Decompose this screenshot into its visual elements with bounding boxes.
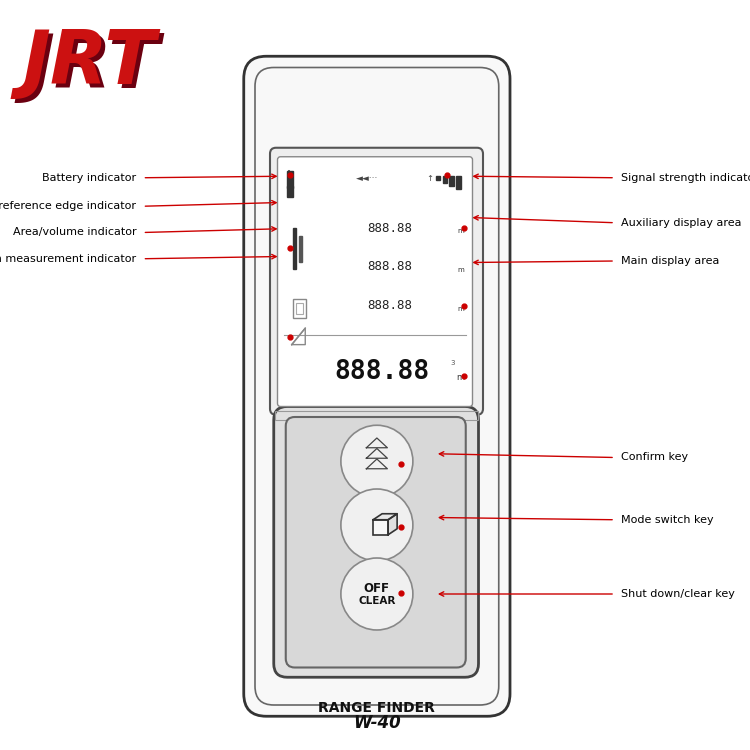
Text: W-40: W-40 bbox=[353, 714, 401, 732]
Text: 888.88: 888.88 bbox=[334, 358, 430, 385]
Text: 888.88: 888.88 bbox=[368, 299, 413, 313]
Text: RANGE FINDER: RANGE FINDER bbox=[319, 701, 435, 715]
Text: Shut down/clear key: Shut down/clear key bbox=[621, 589, 735, 599]
Text: Auxiliary display area: Auxiliary display area bbox=[621, 217, 742, 228]
Text: 3: 3 bbox=[451, 360, 455, 366]
Text: m: m bbox=[457, 374, 464, 382]
Text: m: m bbox=[457, 306, 464, 312]
Bar bbox=[436, 176, 440, 180]
Text: •: • bbox=[287, 170, 292, 176]
Bar bbox=[275, 411, 478, 420]
Text: CLEAR: CLEAR bbox=[358, 596, 395, 607]
Bar bbox=[298, 236, 302, 262]
Bar bbox=[373, 520, 388, 535]
Polygon shape bbox=[388, 514, 398, 535]
Text: Area/volume indicator: Area/volume indicator bbox=[13, 227, 136, 238]
Polygon shape bbox=[373, 514, 398, 520]
Text: Measurement reference edge indicator: Measurement reference edge indicator bbox=[0, 201, 136, 211]
Bar bbox=[292, 299, 306, 318]
Text: ↑: ↑ bbox=[426, 174, 433, 183]
FancyBboxPatch shape bbox=[278, 157, 472, 407]
Text: 888.88: 888.88 bbox=[368, 221, 413, 235]
Text: Pythagorean measurement indicator: Pythagorean measurement indicator bbox=[0, 254, 136, 264]
Bar bbox=[275, 411, 478, 420]
Bar bbox=[449, 176, 454, 186]
Bar bbox=[287, 171, 292, 188]
Text: Mode switch key: Mode switch key bbox=[621, 514, 714, 525]
Text: m: m bbox=[457, 267, 464, 273]
Text: Confirm key: Confirm key bbox=[621, 452, 688, 463]
Text: Main display area: Main display area bbox=[621, 256, 719, 266]
Bar bbox=[456, 176, 460, 189]
Text: ◄◄···: ◄◄··· bbox=[356, 174, 379, 183]
Text: OFF: OFF bbox=[364, 581, 390, 595]
FancyBboxPatch shape bbox=[244, 56, 510, 716]
Circle shape bbox=[340, 489, 412, 561]
Text: m: m bbox=[457, 228, 464, 234]
Circle shape bbox=[340, 425, 412, 497]
Text: JRT: JRT bbox=[26, 31, 160, 104]
Bar bbox=[296, 303, 303, 314]
Text: Signal strength indicator: Signal strength indicator bbox=[621, 172, 750, 183]
Text: JRT: JRT bbox=[22, 27, 156, 100]
FancyBboxPatch shape bbox=[286, 417, 466, 668]
Circle shape bbox=[340, 558, 412, 630]
FancyBboxPatch shape bbox=[270, 148, 483, 415]
Text: 888.88: 888.88 bbox=[368, 260, 413, 274]
Text: Battery indicator: Battery indicator bbox=[42, 172, 136, 183]
Bar bbox=[287, 186, 292, 197]
Bar bbox=[442, 176, 447, 183]
FancyBboxPatch shape bbox=[274, 406, 478, 677]
Bar bbox=[292, 228, 296, 269]
